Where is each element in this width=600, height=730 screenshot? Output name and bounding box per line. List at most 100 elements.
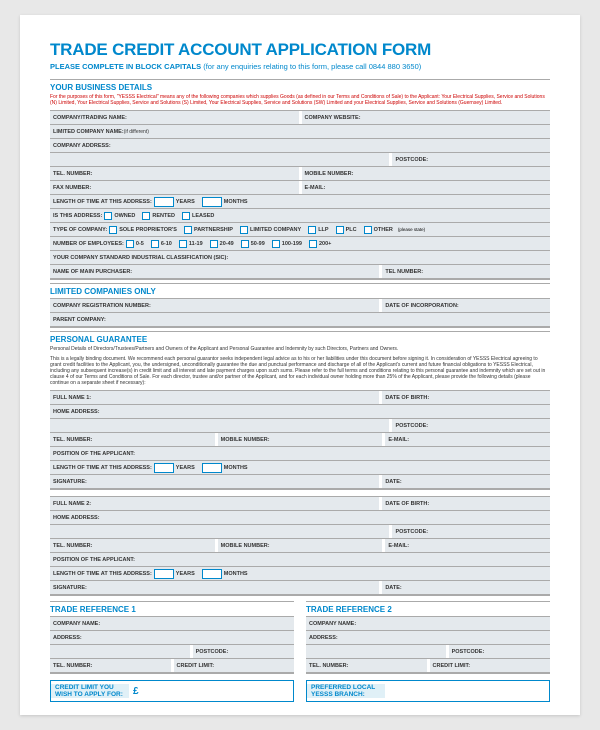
cb-e3[interactable] — [179, 240, 187, 248]
cb-ltd[interactable] — [240, 226, 248, 234]
lbl-company-trading: COMPANY/TRADING NAME: — [53, 115, 127, 121]
lbl-date-inc: DATE OF INCORPORATION: — [385, 303, 458, 309]
lbl-company-address: COMPANY ADDRESS: — [53, 143, 111, 149]
lbl-yrs-g1: YEARS — [176, 465, 195, 471]
lbl-tel-g1: TEL. NUMBER: — [53, 437, 92, 443]
cb-rented[interactable] — [142, 212, 150, 220]
lbl-sole: SOLE PROPRIETOR'S — [119, 227, 177, 233]
subtitle-bold: PLEASE COMPLETE IN BLOCK CAPITALS — [50, 62, 201, 71]
lbl-leased: LEASED — [192, 213, 214, 219]
form-page: TRADE CREDIT ACCOUNT APPLICATION FORM PL… — [20, 15, 580, 715]
lbl-dob2: DATE OF BIRTH: — [385, 501, 429, 507]
lbl-sic: YOUR COMPANY STANDARD INDUSTRIAL CLASSIF… — [53, 255, 228, 261]
subtitle-rest: (for any enquiries relating to this form… — [201, 62, 421, 71]
personal-para1: Personal Details of Directors/Trustees/P… — [50, 346, 550, 352]
cb-e5[interactable] — [241, 240, 249, 248]
lbl-r2-addr: ADDRESS: — [309, 635, 338, 641]
lbl-date-g2: DATE: — [385, 585, 401, 591]
section-ref1: TRADE REFERENCE 1 — [50, 601, 294, 614]
lbl-postcode-1: POSTCODE: — [395, 157, 428, 163]
section-business-details: YOUR BUSINESS DETAILS — [50, 79, 550, 92]
lbl-purchaser-tel: TEL NUMBER: — [385, 269, 423, 275]
branch-box[interactable]: PREFERRED LOCAL YESSS BRANCH: — [306, 680, 550, 702]
input-mon-g2[interactable] — [202, 569, 222, 579]
lbl-e3: 11-19 — [189, 241, 203, 247]
cb-e7[interactable] — [309, 240, 317, 248]
lbl-mon-g2: MONTHS — [224, 571, 248, 577]
section-personal: PERSONAL GUARANTEE — [50, 331, 550, 344]
input-years-1[interactable] — [154, 197, 174, 207]
lbl-tel-g2: TEL. NUMBER: — [53, 543, 92, 549]
lbl-partnership: PARTNERSHIP — [194, 227, 233, 233]
lbl-is-address: IS THIS ADDRESS: — [53, 213, 102, 219]
lbl-years-1: YEARS — [176, 199, 195, 205]
lbl-yrs-g2: YEARS — [176, 571, 195, 577]
input-yrs-g1[interactable] — [154, 463, 174, 473]
pound-sign: £ — [129, 686, 293, 697]
lbl-num-emp: NUMBER OF EMPLOYEES: — [53, 241, 124, 247]
lbl-credit-limit: CREDIT LIMIT YOU WISH TO APPLY FOR: — [51, 684, 129, 698]
lbl-r2-tel: TEL. NUMBER: — [309, 663, 348, 669]
cb-other[interactable] — [364, 226, 372, 234]
lbl-full1: FULL NAME 1: — [53, 395, 91, 401]
lbl-fax: FAX NUMBER: — [53, 185, 91, 191]
lbl-e2: 6-10 — [161, 241, 172, 247]
lbl-tel-1: TEL. NUMBER: — [53, 171, 92, 177]
lbl-mob-g2: MOBILE NUMBER: — [221, 543, 270, 549]
lbl-mobile-1: MOBILE NUMBER: — [305, 171, 354, 177]
cb-llp[interactable] — [308, 226, 316, 234]
lbl-limited-name: LIMITED COMPANY NAME: — [53, 129, 124, 135]
lbl-length-1: LENGTH OF TIME AT THIS ADDRESS: — [53, 199, 152, 205]
cb-partnership[interactable] — [184, 226, 192, 234]
lbl-rented: RENTED — [152, 213, 175, 219]
cb-e2[interactable] — [151, 240, 159, 248]
lbl-pc-g1: POSTCODE: — [395, 423, 428, 429]
lbl-email-g2: E-MAIL: — [388, 543, 409, 549]
cb-e4[interactable] — [210, 240, 218, 248]
cb-leased[interactable] — [182, 212, 190, 220]
lbl-branch: PREFERRED LOCAL YESSS BRANCH: — [307, 684, 385, 698]
lbl-e7: 200+ — [319, 241, 331, 247]
lbl-purchaser: NAME OF MAIN PURCHASER: — [53, 269, 132, 275]
personal-para2: This is a legally binding document. We r… — [50, 356, 550, 386]
lbl-plc: PLC — [346, 227, 357, 233]
lbl-e1: 0-5 — [136, 241, 144, 247]
trade-refs: TRADE REFERENCE 1 COMPANY NAME: ADDRESS:… — [50, 598, 550, 674]
form-title: TRADE CREDIT ACCOUNT APPLICATION FORM — [50, 40, 550, 60]
cb-e6[interactable] — [272, 240, 280, 248]
guarantor-2: FULL NAME 2: DATE OF BIRTH: HOME ADDRESS… — [50, 496, 550, 596]
lbl-date-g1: DATE: — [385, 479, 401, 485]
lbl-sig-g1: SIGNATURE: — [53, 479, 87, 485]
lbl-sig-g2: SIGNATURE: — [53, 585, 87, 591]
section-ref2: TRADE REFERENCE 2 — [306, 601, 550, 614]
lbl-owned: OWNED — [114, 213, 135, 219]
lbl-limited-name-sub: (if different) — [124, 129, 149, 135]
credit-limit-box[interactable]: CREDIT LIMIT YOU WISH TO APPLY FOR: £ — [50, 680, 294, 702]
lbl-r1-cr: CREDIT LIMIT: — [177, 663, 215, 669]
lbl-parent: PARENT COMPANY: — [53, 317, 106, 323]
input-mon-g1[interactable] — [202, 463, 222, 473]
limited-fields: COMPANY REGISTRATION NUMBER: DATE OF INC… — [50, 298, 550, 328]
lbl-r1-co: COMPANY NAME: — [53, 621, 100, 627]
cb-sole[interactable] — [109, 226, 117, 234]
input-months-1[interactable] — [202, 197, 222, 207]
section-limited: LIMITED COMPANIES ONLY — [50, 283, 550, 296]
lbl-r1-tel: TEL. NUMBER: — [53, 663, 92, 669]
lbl-llp: LLP — [318, 227, 328, 233]
input-yrs-g2[interactable] — [154, 569, 174, 579]
cb-e1[interactable] — [126, 240, 134, 248]
trade-ref-1: TRADE REFERENCE 1 COMPANY NAME: ADDRESS:… — [50, 598, 294, 674]
lbl-company-website: COMPANY WEBSITE: — [305, 115, 361, 121]
cb-owned[interactable] — [104, 212, 112, 220]
lbl-pc-g2: POSTCODE: — [395, 529, 428, 535]
lbl-type-company: TYPE OF COMPANY: — [53, 227, 107, 233]
lbl-other: OTHER — [374, 227, 393, 233]
trade-ref-2: TRADE REFERENCE 2 COMPANY NAME: ADDRESS:… — [306, 598, 550, 674]
lbl-e6: 100-199 — [282, 241, 302, 247]
lbl-e4: 20-49 — [220, 241, 234, 247]
lbl-pos-g1: POSITION OF THE APPLICANT: — [53, 451, 135, 457]
lbl-len-g1: LENGTH OF TIME AT THIS ADDRESS: — [53, 465, 152, 471]
cb-plc[interactable] — [336, 226, 344, 234]
guarantor-1: FULL NAME 1: DATE OF BIRTH: HOME ADDRESS… — [50, 390, 550, 490]
lbl-r1-addr: ADDRESS: — [53, 635, 82, 641]
